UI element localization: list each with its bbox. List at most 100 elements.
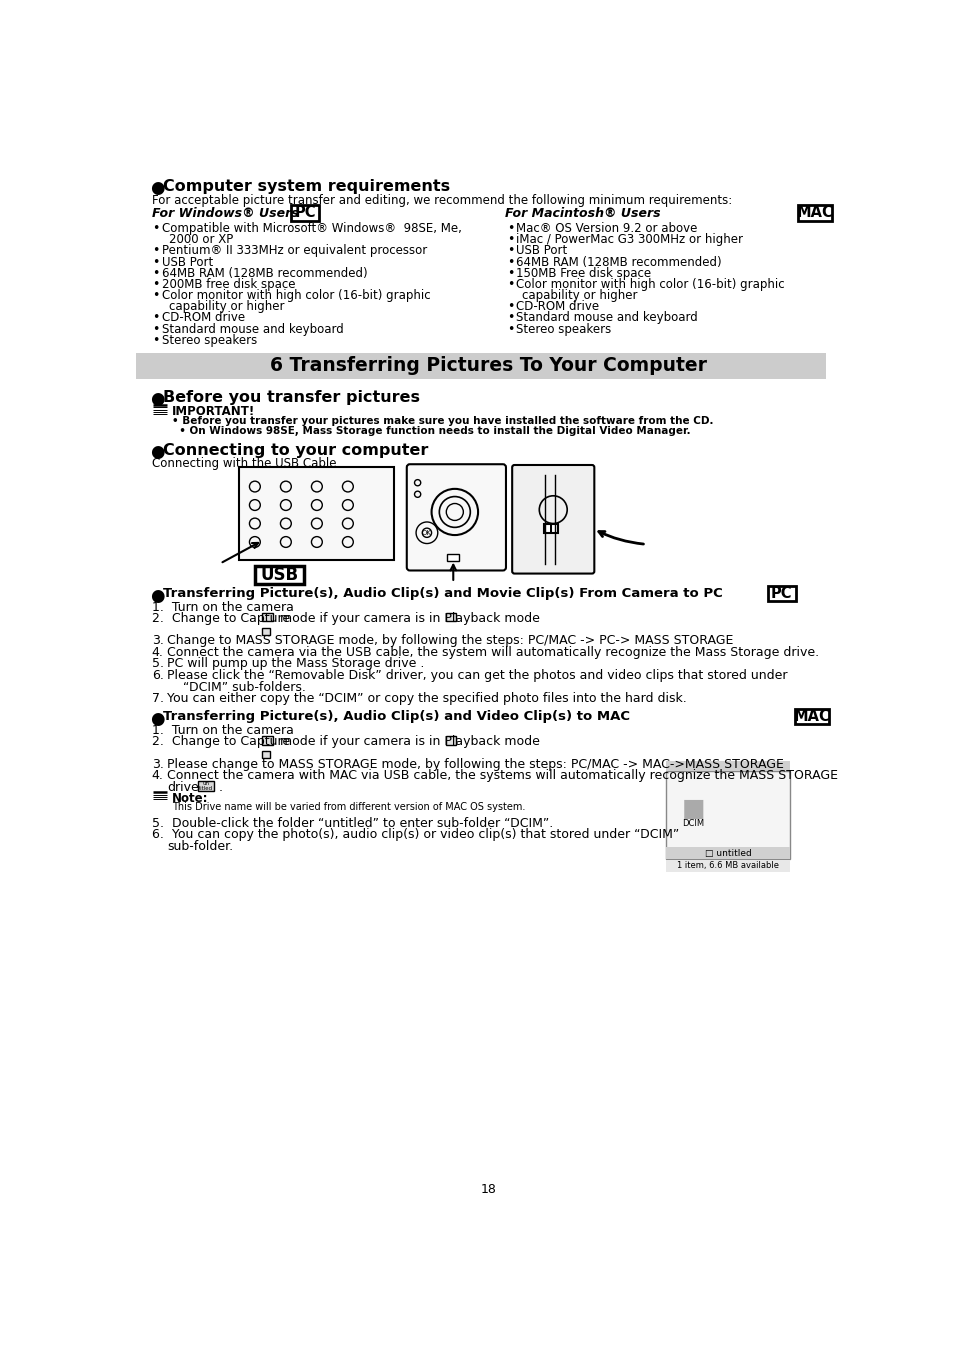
Text: PC: PC xyxy=(294,205,315,220)
Text: ●: ● xyxy=(150,390,165,408)
Text: 4.: 4. xyxy=(152,769,164,782)
Text: USB: USB xyxy=(260,566,298,585)
Text: I: I xyxy=(548,524,553,533)
Text: •: • xyxy=(152,244,160,258)
Text: mode if your camera is in Playback mode: mode if your camera is in Playback mode xyxy=(279,736,539,748)
Bar xyxy=(261,628,270,634)
Text: PC: PC xyxy=(770,586,792,601)
Text: drive: drive xyxy=(167,780,199,794)
Text: 2.  Change to Capture: 2. Change to Capture xyxy=(152,612,290,625)
Text: 64MB RAM (128MB recommended): 64MB RAM (128MB recommended) xyxy=(516,255,720,269)
Text: Color monitor with high color (16-bit) graphic: Color monitor with high color (16-bit) g… xyxy=(162,289,430,302)
Text: Note:: Note: xyxy=(172,792,209,805)
Text: 1.  Turn on the camera: 1. Turn on the camera xyxy=(152,601,294,613)
Text: Stereo speakers: Stereo speakers xyxy=(162,333,257,347)
Bar xyxy=(666,771,790,859)
Text: 200MB free disk space: 200MB free disk space xyxy=(162,278,295,290)
Text: “DCIM” sub-folders.: “DCIM” sub-folders. xyxy=(167,680,306,694)
Bar xyxy=(291,205,319,220)
Text: iMac / PowerMac G3 300MHz or higher: iMac / PowerMac G3 300MHz or higher xyxy=(516,234,742,246)
Text: Compatible with Microsoft® Windows®  98SE, Me,: Compatible with Microsoft® Windows® 98SE… xyxy=(162,221,461,235)
Bar xyxy=(798,205,831,220)
Text: MAC: MAC xyxy=(793,709,830,725)
FancyBboxPatch shape xyxy=(406,464,505,571)
Text: •: • xyxy=(506,255,514,269)
Text: •: • xyxy=(506,323,514,336)
Text: •: • xyxy=(506,244,514,258)
Text: PC will pump up the Mass Storage drive .: PC will pump up the Mass Storage drive . xyxy=(167,657,424,671)
Text: •: • xyxy=(152,289,160,302)
Text: •: • xyxy=(506,278,514,290)
Text: Change to MASS STORAGE mode, by following the steps: PC/MAC -> PC-> MASS STORAGE: Change to MASS STORAGE mode, by followin… xyxy=(167,634,733,648)
Text: 6 Transferring Pictures To Your Computer: 6 Transferring Pictures To Your Computer xyxy=(270,356,707,375)
Text: You can either copy the “DCIM” or copy the specified photo files into the hard d: You can either copy the “DCIM” or copy t… xyxy=(167,693,686,705)
Text: •: • xyxy=(152,255,160,269)
Bar xyxy=(666,761,790,771)
Text: •: • xyxy=(152,333,160,347)
Text: USB Port: USB Port xyxy=(162,255,213,269)
Bar xyxy=(666,860,790,872)
Text: •: • xyxy=(152,312,160,324)
Text: ●: ● xyxy=(150,443,165,462)
Text: OK: OK xyxy=(421,529,432,536)
Text: Please click the “Removable Disk” driver, you can get the photos and video clips: Please click the “Removable Disk” driver… xyxy=(167,670,787,682)
Text: ●: ● xyxy=(150,180,165,197)
Text: Color monitor with high color (16-bit) graphic: Color monitor with high color (16-bit) g… xyxy=(516,278,784,290)
Text: 5.  Double-click the folder “untitled” to enter sub-folder “DCIM”.: 5. Double-click the folder “untitled” to… xyxy=(152,817,553,830)
Text: For Macintosh® Users: For Macintosh® Users xyxy=(505,207,660,220)
Text: •: • xyxy=(152,267,160,279)
Bar xyxy=(666,846,790,859)
Text: CD-ROM drive: CD-ROM drive xyxy=(516,300,598,313)
Text: 6.  You can copy the photo(s), audio clip(s) or video clip(s) that stored under : 6. You can copy the photo(s), audio clip… xyxy=(152,829,679,841)
Text: Transferring Picture(s), Audio Clip(s) and Video Clip(s) to MAC: Transferring Picture(s), Audio Clip(s) a… xyxy=(162,710,629,722)
Text: Transferring Picture(s), Audio Clip(s) and Movie Clip(s) From Camera to PC: Transferring Picture(s), Audio Clip(s) a… xyxy=(162,587,721,599)
Bar xyxy=(446,613,456,621)
Text: 2000 or XP: 2000 or XP xyxy=(169,234,233,246)
Text: • On Windows 98SE, Mass Storage function needs to install the Digital Video Mana: • On Windows 98SE, Mass Storage function… xyxy=(172,425,690,436)
Text: MAC: MAC xyxy=(796,205,833,220)
Text: For Windows® Users: For Windows® Users xyxy=(152,207,298,220)
Bar xyxy=(767,586,795,601)
Text: Pentium® II 333MHz or equivalent processor: Pentium® II 333MHz or equivalent process… xyxy=(162,244,427,258)
Bar xyxy=(198,780,213,791)
Text: un
titled: un titled xyxy=(199,780,213,791)
Text: Mac® OS Version 9.2 or above: Mac® OS Version 9.2 or above xyxy=(516,221,697,235)
Text: •: • xyxy=(506,234,514,246)
Text: •: • xyxy=(506,300,514,313)
Text: Connect the camera via the USB cable, the system will automatically recognize th: Connect the camera via the USB cable, th… xyxy=(167,645,819,659)
Text: Connect the camera with MAC via USB cable, the systems will automatically recogn: Connect the camera with MAC via USB cabl… xyxy=(167,769,838,782)
Text: Stereo speakers: Stereo speakers xyxy=(516,323,611,336)
Text: Please change to MASS STORAGE mode, by following the steps: PC/MAC -> MAC->MASS : Please change to MASS STORAGE mode, by f… xyxy=(167,757,783,771)
Text: Standard mouse and keyboard: Standard mouse and keyboard xyxy=(162,323,343,336)
Text: Connecting with the USB Cable.: Connecting with the USB Cable. xyxy=(152,456,339,470)
Text: capability or higher: capability or higher xyxy=(521,289,638,302)
Text: For acceptable picture transfer and editing, we recommend the following minimum : For acceptable picture transfer and edit… xyxy=(152,194,731,208)
Text: 7.: 7. xyxy=(152,693,164,705)
Bar xyxy=(261,736,273,744)
FancyBboxPatch shape xyxy=(512,464,594,574)
Text: .: . xyxy=(215,780,223,794)
Bar xyxy=(261,752,270,759)
Text: Connecting to your computer: Connecting to your computer xyxy=(162,443,428,459)
Text: ■: ■ xyxy=(681,798,704,821)
Text: 150MB Free disk space: 150MB Free disk space xyxy=(516,267,651,279)
Bar xyxy=(794,709,828,725)
Text: ●: ● xyxy=(150,587,165,605)
Text: sub-folder.: sub-folder. xyxy=(167,840,233,853)
Text: 5.: 5. xyxy=(152,657,164,671)
Text: This Drive name will be varied from different version of MAC OS system.: This Drive name will be varied from diff… xyxy=(172,802,525,813)
Text: USB Port: USB Port xyxy=(516,244,567,258)
Text: □ untitled: □ untitled xyxy=(704,849,751,857)
Text: 64MB RAM (128MB recommended): 64MB RAM (128MB recommended) xyxy=(162,267,367,279)
Bar xyxy=(239,467,394,560)
Text: DCIM: DCIM xyxy=(681,818,704,828)
Text: •: • xyxy=(152,221,160,235)
Text: Before you transfer pictures: Before you transfer pictures xyxy=(162,390,419,405)
Text: 4.: 4. xyxy=(152,645,164,659)
Text: •: • xyxy=(152,323,160,336)
Text: • Before you transfer your pictures make sure you have installed the software fr: • Before you transfer your pictures make… xyxy=(172,416,713,425)
Text: 2.  Change to Capture: 2. Change to Capture xyxy=(152,736,290,748)
Text: capability or higher: capability or higher xyxy=(169,300,284,313)
Text: CD-ROM drive: CD-ROM drive xyxy=(162,312,245,324)
Bar xyxy=(136,352,825,379)
